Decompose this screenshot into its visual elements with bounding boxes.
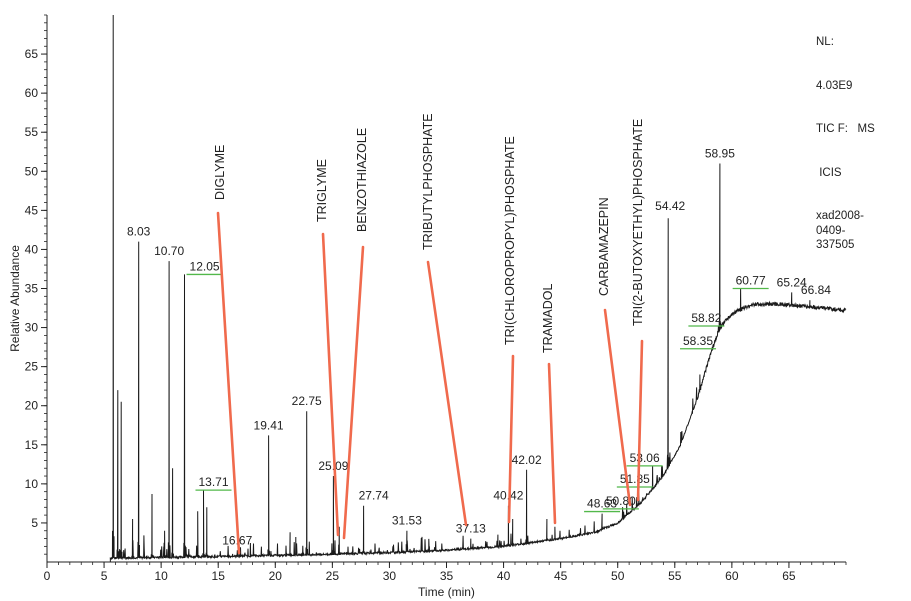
compound-pointer [547,362,557,525]
peak-label: 58.95 [705,146,735,160]
peak-label: 8.03 [127,225,151,239]
peak-label: 53.06 [630,451,660,465]
y-tick-label: 50 [25,164,39,178]
peak-label: 37.13 [456,522,486,536]
x-tick-label: 25 [326,569,340,583]
y-tick-label: 65 [25,47,39,61]
file-name: xad2008- 0409- 337505 [816,210,864,251]
compound-pointer [216,211,241,555]
peak-label: 19.41 [254,418,284,432]
peak-label: 58.82 [691,311,721,325]
compound-pointer [636,339,644,502]
y-tick-label: 55 [25,125,39,139]
y-tick-label: 25 [25,360,39,374]
nl-value: 4.03E9 [816,79,853,92]
peak-label: 48.63 [587,497,617,511]
compound-label: TRIBUTYLPHOSPHATE [421,113,435,250]
y-tick-label: 45 [25,203,39,217]
y-tick-label: 30 [25,321,39,335]
compound-label: DIGLYME [213,145,227,200]
compound-pointer [426,260,468,527]
y-tick-label: 40 [25,242,39,256]
peak-label: 12.05 [190,259,220,273]
peak-label: 27.74 [359,489,389,503]
x-tick-label: 20 [269,569,283,583]
peak-label: 66.84 [801,283,831,297]
peak-label: 51.85 [620,472,650,486]
y-tick-label: 10 [25,477,39,491]
x-tick-label: 40 [497,569,511,583]
compound-label: BENZOTHIAZOLE [355,128,369,232]
x-tick-label: 35 [440,569,454,583]
x-tick-label: 30 [383,569,397,583]
y-tick-label: 15 [25,438,39,452]
tic-trace [109,14,847,562]
compound-pointer [321,232,340,537]
instrument-info: NL: 4.03E9 TIC F: MS ICIS xad2008- 0409-… [816,6,875,267]
tic-filter: TIC F: MS [816,123,875,135]
nl-label: NL: [816,36,834,48]
compound-label: TRI(2-BUTOXYETHYL)PHOSPHATE [631,119,645,326]
peak-label: 10.70 [154,244,184,258]
compound-pointer [342,245,365,540]
peak-label: 42.02 [512,453,542,467]
x-tick-label: 0 [44,569,51,583]
peak-label: 31.53 [392,514,422,528]
y-axis-title: Relative Abundance [8,245,22,352]
compound-label: TRIGLYME [315,159,329,222]
y-tick-label: 20 [25,399,39,413]
x-tick-label: 45 [554,569,568,583]
x-axis-title: Time (min) [418,585,475,599]
compound-pointer [603,308,632,507]
compound-pointer [507,354,515,524]
compound-label: CARBAMAZEPIN [597,197,611,296]
x-tick-label: 65 [782,569,796,583]
x-tick-label: 60 [725,569,739,583]
x-tick-label: 5 [101,569,108,583]
peak-label: 50.80 [606,494,636,508]
peak-label: 60.77 [736,274,766,288]
x-tick-label: 55 [668,569,682,583]
y-tick-label: 35 [25,282,39,296]
x-tick-label: 50 [611,569,625,583]
peak-label: 13.71 [198,475,228,489]
icis-label: ICIS [816,166,842,179]
compound-label: TRAMADOL [541,284,555,354]
compound-label: TRI(CHLOROPROPYL)PHOSPHATE [503,136,517,345]
x-tick-label: 10 [154,569,168,583]
peak-label: 22.75 [292,394,322,408]
peak-label: 58.35 [683,334,713,348]
x-tick-label: 15 [212,569,226,583]
y-tick-label: 5 [31,516,38,530]
peak-label: 54.42 [655,199,685,213]
peak-label: 65.24 [777,275,807,289]
y-tick-label: 60 [25,86,39,100]
